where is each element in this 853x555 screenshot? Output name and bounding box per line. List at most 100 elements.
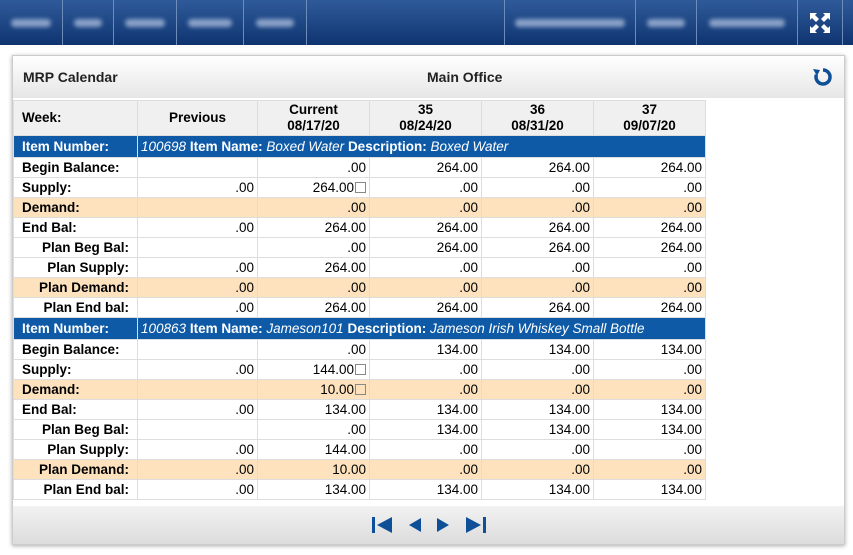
cell: .00 <box>481 177 594 198</box>
cell-value: 134.00 <box>324 482 366 497</box>
cell: 134.00 <box>369 399 482 420</box>
prev-page-button[interactable] <box>405 516 423 534</box>
data-row: Plan Supply: .00 144.00 .00 .00 .00 <box>13 439 706 460</box>
cell-value: .00 <box>235 402 254 417</box>
fullscreen-button[interactable] <box>798 0 843 45</box>
item-number: 100698 <box>141 139 187 154</box>
cell-value: 264.00 <box>660 300 702 315</box>
cell-value: .00 <box>459 442 478 457</box>
row-label: Begin Balance: <box>13 339 138 360</box>
data-row: Demand: .00 .00 .00 .00 <box>13 197 706 218</box>
cell-value: 264.00 <box>324 220 366 235</box>
nav-button[interactable] <box>697 0 798 45</box>
cell-value: .00 <box>235 442 254 457</box>
cell <box>137 379 258 400</box>
column-header: 37 09/07/20 <box>593 100 706 136</box>
cell: .00 <box>257 339 370 360</box>
item-description: Boxed Water <box>430 139 509 154</box>
column-label: 37 <box>641 102 658 117</box>
cell-value: 134.00 <box>660 482 702 497</box>
row-label: Demand: <box>13 379 138 400</box>
cell: 134.00 <box>481 399 594 420</box>
cell-value: 264.00 <box>548 300 590 315</box>
row-label: Plan Demand: <box>13 459 138 480</box>
cell: .00 <box>257 419 370 440</box>
item-row: Item Number: 100863 Item Name: Jameson101… <box>13 317 706 340</box>
cell-value: 264.00 <box>324 260 366 275</box>
data-row: End Bal: .00 134.00 134.00 134.00 134.00 <box>13 399 706 420</box>
cell-value: .00 <box>235 220 254 235</box>
cell-value: 134.00 <box>436 482 478 497</box>
cell: .00 <box>593 359 706 380</box>
cell-value: .00 <box>347 240 366 255</box>
panel-title: MRP Calendar <box>23 69 118 85</box>
column-date: 09/07/20 <box>623 118 676 133</box>
cell: .00 <box>369 439 482 460</box>
cell: 134.00 <box>481 479 594 500</box>
first-page-button[interactable] <box>371 516 393 534</box>
cell: 134.00 <box>593 399 706 420</box>
cell-value: 264.00 <box>548 160 590 175</box>
cell: 264.00 <box>593 297 706 318</box>
column-header: 35 08/24/20 <box>369 100 482 136</box>
nav-button[interactable] <box>114 0 177 45</box>
link-icon[interactable] <box>355 384 366 395</box>
data-row: End Bal: .00 264.00 264.00 264.00 264.00 <box>13 217 706 238</box>
cell-value: 134.00 <box>660 402 702 417</box>
nav-button[interactable] <box>63 0 114 45</box>
nav-button[interactable] <box>636 0 697 45</box>
cell: .00 <box>137 277 258 298</box>
cell: .00 <box>257 237 370 258</box>
cell: .00 <box>257 277 370 298</box>
row-label: Plan Supply: <box>13 439 138 460</box>
cell-value: 134.00 <box>548 422 590 437</box>
week-label: Week: <box>13 100 138 136</box>
item-description: Jameson Irish Whiskey Small Bottle <box>429 321 645 336</box>
cell: .00 <box>137 459 258 480</box>
cell: .00 <box>593 177 706 198</box>
column-date: 08/31/20 <box>511 118 564 133</box>
last-page-button[interactable] <box>465 516 487 534</box>
cell: .00 <box>137 439 258 460</box>
panel: MRP Calendar Main Office Week: Previous Cu… <box>12 55 845 545</box>
nav-button[interactable] <box>177 0 244 45</box>
next-page-button[interactable] <box>435 516 453 534</box>
cell <box>137 197 258 218</box>
cell: 134.00 <box>481 339 594 360</box>
column-label: Previous <box>168 110 227 125</box>
blurred-label <box>125 18 165 27</box>
cell-value: .00 <box>459 382 478 397</box>
cell: .00 <box>137 257 258 278</box>
column-label: 36 <box>529 102 546 117</box>
item-name-label: Item Name: <box>189 321 263 336</box>
cell-value: .00 <box>235 462 254 477</box>
cell: .00 <box>481 277 594 298</box>
cell-value: .00 <box>347 342 366 357</box>
nav-button[interactable] <box>0 0 63 45</box>
cell: .00 <box>137 359 258 380</box>
cell: 264.00 <box>593 217 706 238</box>
cell <box>137 339 258 360</box>
cell-value: .00 <box>571 382 590 397</box>
item-name-label: Item Name: <box>189 139 263 154</box>
cell: .00 <box>137 479 258 500</box>
link-icon[interactable] <box>355 364 366 375</box>
cell <box>137 419 258 440</box>
row-label: End Bal: <box>13 217 138 238</box>
nav-button[interactable] <box>504 0 636 45</box>
refresh-button[interactable] <box>812 66 834 88</box>
item-info: 100863 Item Name: Jameson101 Description… <box>137 317 706 340</box>
cell <box>137 157 258 178</box>
data-row: Begin Balance: .00 264.00 264.00 264.00 <box>13 157 706 178</box>
cell-value: .00 <box>683 382 702 397</box>
cell-value: .00 <box>459 180 478 195</box>
location: Main Office <box>427 69 503 85</box>
cell-value: .00 <box>347 422 366 437</box>
column-header: Current 08/17/20 <box>257 100 370 136</box>
cell-value: 10.00 <box>332 462 366 477</box>
link-icon[interactable] <box>355 182 366 193</box>
blurred-label <box>647 18 685 27</box>
cell: .00 <box>257 157 370 178</box>
row-label: Supply: <box>13 177 138 198</box>
nav-button[interactable] <box>244 0 307 45</box>
